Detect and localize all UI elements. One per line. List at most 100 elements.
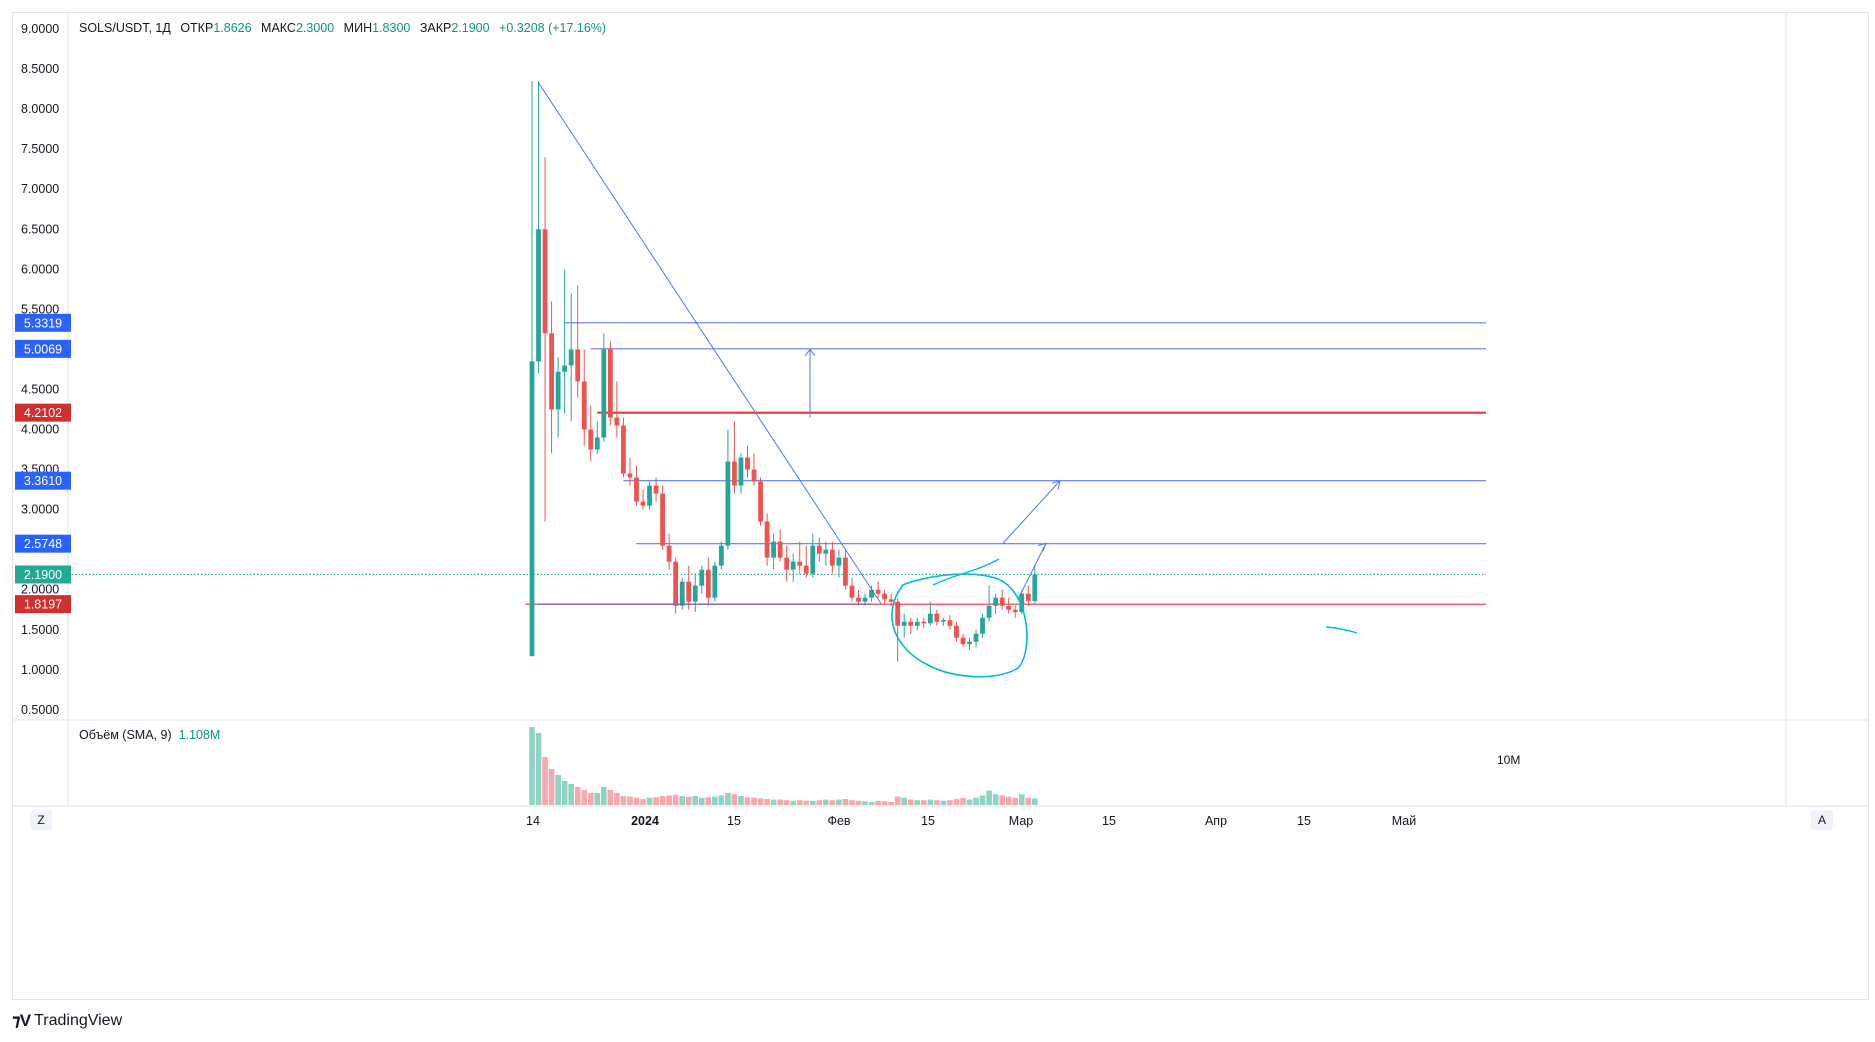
candle[interactable] <box>888 593 894 606</box>
candle[interactable] <box>594 421 600 454</box>
candle[interactable] <box>895 597 901 662</box>
candle[interactable] <box>1019 589 1025 614</box>
candle[interactable] <box>901 613 907 638</box>
candle[interactable] <box>986 585 992 622</box>
candle[interactable] <box>640 489 646 510</box>
candle[interactable] <box>686 565 692 610</box>
candle[interactable] <box>634 465 639 506</box>
candle[interactable] <box>764 513 770 566</box>
candle[interactable] <box>882 589 888 605</box>
candle[interactable] <box>836 549 842 578</box>
candle-body <box>790 561 796 570</box>
candle[interactable] <box>673 557 679 614</box>
candle[interactable] <box>1012 605 1018 618</box>
candle[interactable] <box>699 565 705 594</box>
candle-body <box>568 349 574 366</box>
price-axis[interactable]: 9.0000 8.5000 8.0000 7.5000 7.0000 6.5000 6.00… <box>21 22 59 717</box>
curve-annotation[interactable] <box>932 558 1000 586</box>
candle[interactable] <box>647 481 652 510</box>
candle[interactable] <box>1006 597 1012 614</box>
candle[interactable] <box>843 549 848 590</box>
candle[interactable] <box>875 581 881 598</box>
candle[interactable] <box>660 485 665 550</box>
candle[interactable] <box>784 545 790 582</box>
candle[interactable] <box>777 529 783 562</box>
candle[interactable] <box>967 637 972 650</box>
candle[interactable] <box>927 601 933 626</box>
candle[interactable] <box>627 457 633 486</box>
candle[interactable] <box>536 81 541 374</box>
candle[interactable] <box>940 617 946 626</box>
time-axis[interactable]: 14 2024 15 Фев 15 Мар 15 Апр 15 Май <box>526 814 1416 828</box>
projection-arrow-2[interactable] <box>1002 480 1061 544</box>
candle[interactable] <box>614 381 620 438</box>
candle[interactable] <box>751 453 757 486</box>
candle[interactable] <box>601 333 607 442</box>
candle[interactable] <box>666 533 672 570</box>
candle[interactable] <box>816 537 822 562</box>
candle[interactable] <box>568 293 574 422</box>
candle[interactable] <box>712 561 718 602</box>
candle[interactable] <box>823 541 829 566</box>
candle[interactable] <box>960 633 966 648</box>
candle[interactable] <box>542 157 548 522</box>
tradingview-logo[interactable]: ⁊V TradingView <box>12 1008 122 1034</box>
candle[interactable] <box>1025 585 1031 606</box>
candle[interactable] <box>718 541 724 570</box>
candle[interactable] <box>856 589 861 606</box>
candle[interactable] <box>653 477 659 502</box>
candle[interactable] <box>575 285 581 398</box>
candle[interactable] <box>829 541 835 574</box>
circle-annotation[interactable] <box>891 573 1028 678</box>
candle[interactable] <box>588 405 594 462</box>
candle[interactable] <box>954 621 959 642</box>
candle[interactable] <box>921 617 927 629</box>
candle[interactable] <box>790 553 796 582</box>
volume-bar <box>790 800 796 805</box>
auto-scale-left-button[interactable]: Z <box>30 810 52 830</box>
candle[interactable] <box>771 533 777 570</box>
candle[interactable] <box>555 357 561 438</box>
candle[interactable] <box>810 533 816 578</box>
candle[interactable] <box>849 577 855 602</box>
auto-scale-right-button[interactable]: A <box>1811 810 1833 830</box>
drawings-layer[interactable] <box>538 82 1358 678</box>
candle[interactable] <box>732 421 737 494</box>
candle[interactable] <box>562 269 568 414</box>
candle[interactable] <box>745 445 750 478</box>
candle[interactable] <box>1032 565 1038 604</box>
downtrend-line[interactable] <box>538 82 882 605</box>
candle[interactable] <box>549 301 554 454</box>
volume-series[interactable] <box>529 727 1038 805</box>
candle[interactable] <box>725 429 731 550</box>
candle[interactable] <box>973 629 979 648</box>
candle[interactable] <box>947 615 953 630</box>
candle[interactable] <box>621 417 626 478</box>
candle[interactable] <box>980 613 985 638</box>
candle[interactable] <box>914 617 920 630</box>
candle[interactable] <box>607 341 613 426</box>
candle[interactable] <box>758 477 763 526</box>
projection-arrow-1[interactable] <box>1017 543 1047 600</box>
candle[interactable] <box>797 541 803 574</box>
chart-svg[interactable]: 9.0000 8.5000 8.0000 7.5000 7.0000 6.5000 6.00… <box>13 13 1868 999</box>
price-pane[interactable] <box>68 13 1786 720</box>
candle[interactable] <box>692 573 698 613</box>
candle[interactable] <box>679 577 685 610</box>
candle[interactable] <box>934 609 940 626</box>
price-badge-label: 5.3319 <box>24 316 62 330</box>
candle[interactable] <box>803 545 809 578</box>
stroke-annotation[interactable] <box>1325 626 1358 634</box>
y-tick-label: 4.5000 <box>21 382 59 396</box>
candle-body <box>660 493 665 546</box>
candle[interactable] <box>908 617 914 634</box>
candle-body <box>908 621 914 626</box>
candle[interactable] <box>705 557 711 606</box>
candlestick-series[interactable] <box>529 81 1038 662</box>
candle[interactable] <box>529 81 535 657</box>
candle[interactable] <box>993 593 999 614</box>
candle[interactable] <box>581 349 587 446</box>
candle[interactable] <box>999 589 1005 610</box>
price-badge-label: 2.1900 <box>24 568 62 582</box>
candle[interactable] <box>738 453 744 494</box>
